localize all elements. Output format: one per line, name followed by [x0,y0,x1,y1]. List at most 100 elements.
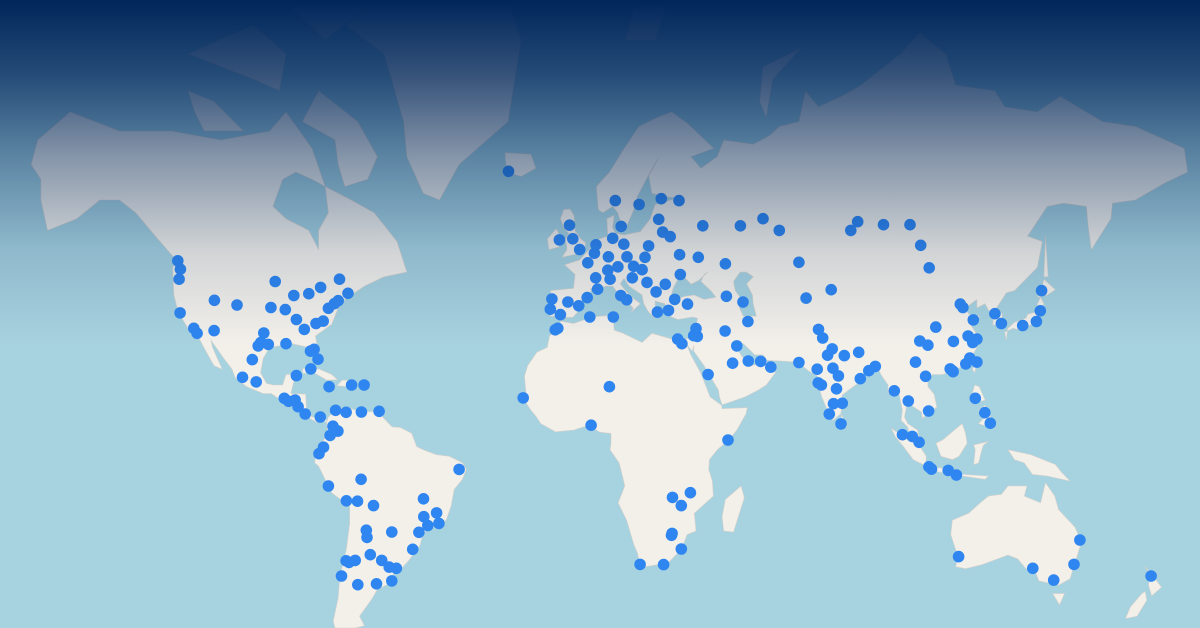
map-marker[interactable] [1035,284,1048,297]
map-marker[interactable] [322,480,335,492]
map-marker[interactable] [919,370,932,383]
map-marker[interactable] [852,346,865,359]
map-marker[interactable] [335,570,348,582]
map-marker[interactable] [546,293,558,305]
map-marker[interactable] [572,300,585,312]
map-marker[interactable] [664,230,676,243]
map-marker[interactable] [691,330,704,343]
map-marker[interactable] [615,220,627,233]
map-marker[interactable] [390,562,403,575]
map-marker[interactable] [324,429,336,442]
map-marker[interactable] [633,198,645,211]
map-marker[interactable] [674,268,687,281]
map-marker[interactable] [236,371,249,384]
map-marker[interactable] [836,397,849,410]
map-marker[interactable] [668,293,681,306]
map-marker[interactable] [265,301,277,314]
map-marker[interactable] [252,340,264,352]
map-marker[interactable] [544,303,557,316]
map-marker[interactable] [370,578,383,590]
map-marker[interactable] [269,275,282,288]
map-marker[interactable] [345,379,358,391]
map-marker[interactable] [652,213,665,226]
map-marker[interactable] [386,526,398,538]
map-marker[interactable] [174,307,186,319]
map-marker[interactable] [909,356,922,368]
map-marker[interactable] [603,380,616,393]
map-marker[interactable] [231,299,243,311]
map-marker[interactable] [314,281,327,294]
map-marker[interactable] [585,419,597,432]
map-marker[interactable] [430,507,443,519]
map-marker[interactable] [333,273,346,286]
map-marker[interactable] [340,406,352,419]
map-marker[interactable] [851,215,864,228]
map-marker[interactable] [757,212,769,225]
map-marker[interactable] [719,258,732,270]
map-marker[interactable] [969,392,982,405]
map-marker[interactable] [288,289,300,302]
map-marker[interactable] [303,287,315,300]
map-marker[interactable] [355,406,368,418]
map-marker[interactable] [923,262,935,274]
map-marker[interactable] [830,383,843,395]
map-marker[interactable] [675,499,688,512]
map-marker[interactable] [290,313,303,326]
map-marker[interactable] [720,290,733,303]
map-marker[interactable] [1074,534,1086,546]
map-marker[interactable] [675,543,688,555]
map-marker[interactable] [925,463,938,475]
map-marker[interactable] [684,486,697,499]
map-marker[interactable] [313,447,325,460]
map-marker[interactable] [1030,315,1043,328]
map-marker[interactable] [666,527,678,540]
map-marker[interactable] [290,369,303,382]
map-marker[interactable] [734,220,747,232]
map-marker[interactable] [1068,558,1080,571]
map-marker[interactable] [1027,562,1039,575]
map-marker[interactable] [562,296,574,308]
map-marker[interactable] [453,463,465,476]
map-marker[interactable] [651,306,664,318]
map-marker[interactable] [581,291,593,304]
map-marker[interactable] [584,311,596,323]
map-marker[interactable] [811,363,823,376]
map-marker[interactable] [666,491,679,504]
map-marker[interactable] [825,283,837,296]
map-marker[interactable] [358,379,370,391]
map-marker[interactable] [662,304,675,317]
map-marker[interactable] [659,278,672,291]
map-marker[interactable] [971,356,983,368]
map-marker[interactable] [355,473,367,486]
map-marker[interactable] [742,315,754,328]
map-marker[interactable] [612,261,624,273]
map-marker[interactable] [838,349,851,362]
map-marker[interactable] [567,233,579,245]
map-marker[interactable] [793,356,805,369]
map-marker[interactable] [815,379,828,391]
map-marker[interactable] [835,418,847,430]
map-marker[interactable] [641,276,653,289]
map-marker[interactable] [957,301,969,314]
map-marker[interactable] [602,250,615,263]
map-marker[interactable] [606,232,619,245]
map-marker[interactable] [563,219,576,231]
map-marker[interactable] [773,224,786,237]
map-marker[interactable] [604,273,616,286]
map-marker[interactable] [573,243,586,256]
map-marker[interactable] [754,355,767,368]
map-marker[interactable] [722,434,734,446]
map-marker[interactable] [950,469,963,481]
map-marker[interactable] [329,404,342,417]
map-marker[interactable] [317,315,330,327]
map-marker[interactable] [821,349,834,362]
map-marker[interactable] [922,405,935,417]
map-marker[interactable] [373,405,385,418]
map-marker[interactable] [1016,319,1029,332]
map-marker[interactable] [364,548,377,561]
map-marker[interactable] [995,317,1008,330]
map-marker[interactable] [360,524,373,536]
map-marker[interactable] [517,392,529,404]
